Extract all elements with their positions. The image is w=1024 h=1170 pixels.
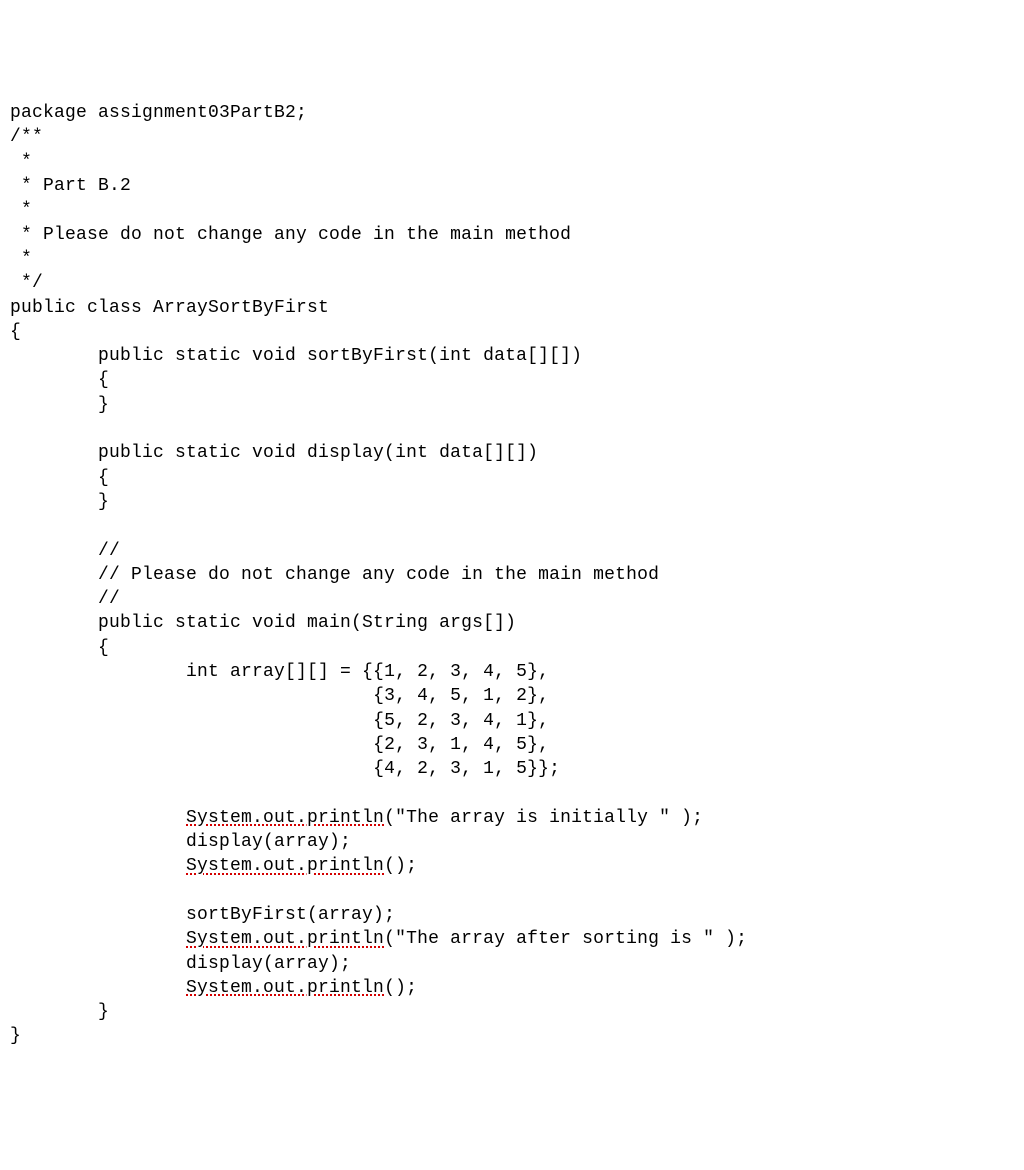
code-line: } (10, 1024, 1014, 1048)
code-line: * (10, 198, 1014, 222)
code-segment: public static void sortByFirst(int data[… (98, 346, 582, 366)
code-segment: /** (10, 127, 43, 147)
code-line: System.out.println("The array is initial… (10, 806, 1014, 830)
code-segment: * (10, 249, 32, 269)
code-segment: { (98, 638, 109, 658)
code-segment: System.out.println (186, 978, 384, 998)
code-line: * Part B.2 (10, 174, 1014, 198)
code-line (10, 782, 1014, 806)
code-segment: */ (10, 273, 43, 293)
code-segment: ("The array after sorting is " ); (384, 929, 747, 949)
code-segment: public static void display(int data[][]) (98, 443, 538, 463)
code-line (10, 879, 1014, 903)
code-line: display(array); (10, 830, 1014, 854)
code-line: System.out.println(); (10, 976, 1014, 1000)
code-segment: } (98, 395, 109, 415)
code-segment: (); (384, 978, 417, 998)
code-line: {2, 3, 1, 4, 5}, (10, 733, 1014, 757)
code-segment: * (10, 152, 32, 172)
code-line: /** (10, 125, 1014, 149)
code-segment: display(array); (186, 954, 351, 974)
code-segment: ("The array is initially " ); (384, 808, 703, 828)
code-line: } (10, 1000, 1014, 1024)
code-line: package assignment03PartB2; (10, 101, 1014, 125)
code-segment: { (98, 370, 109, 390)
code-line: public static void main(String args[]) (10, 611, 1014, 635)
code-segment: {2, 3, 1, 4, 5}, (373, 735, 549, 755)
code-line (10, 514, 1014, 538)
code-segment: } (98, 492, 109, 512)
code-segment: {3, 4, 5, 1, 2}, (373, 686, 549, 706)
code-line: } (10, 393, 1014, 417)
code-segment: int array[][] = {{1, 2, 3, 4, 5}, (186, 662, 549, 682)
code-segment: System.out.println (186, 929, 384, 949)
code-segment: package assignment03PartB2; (10, 103, 307, 123)
code-line: * (10, 247, 1014, 271)
code-segment: // Please do not change any code in the … (98, 565, 659, 585)
code-segment: public class ArraySortByFirst (10, 298, 329, 318)
code-line: int array[][] = {{1, 2, 3, 4, 5}, (10, 660, 1014, 684)
code-line: // (10, 587, 1014, 611)
code-line (10, 417, 1014, 441)
code-line: * (10, 150, 1014, 174)
code-line: sortByFirst(array); (10, 903, 1014, 927)
code-segment: { (98, 468, 109, 488)
code-segment: // (98, 589, 120, 609)
code-segment: * Please do not change any code in the m… (10, 225, 571, 245)
code-segment: } (10, 1026, 21, 1046)
code-segment: System.out.println (186, 856, 384, 876)
code-line: * Please do not change any code in the m… (10, 223, 1014, 247)
code-line: {4, 2, 3, 1, 5}}; (10, 757, 1014, 781)
code-line: {5, 2, 3, 4, 1}, (10, 709, 1014, 733)
code-segment: sortByFirst(array); (186, 905, 395, 925)
code-segment: } (98, 1002, 109, 1022)
code-segment: display(array); (186, 832, 351, 852)
code-line: // (10, 539, 1014, 563)
code-line: { (10, 368, 1014, 392)
code-segment: {5, 2, 3, 4, 1}, (373, 711, 549, 731)
code-segment: * Part B.2 (10, 176, 131, 196)
code-line: } (10, 490, 1014, 514)
code-line: // Please do not change any code in the … (10, 563, 1014, 587)
code-segment: (); (384, 856, 417, 876)
code-line: { (10, 466, 1014, 490)
code-line: display(array); (10, 952, 1014, 976)
code-line: { (10, 320, 1014, 344)
code-segment: * (10, 200, 32, 220)
code-line: { (10, 636, 1014, 660)
code-line: {3, 4, 5, 1, 2}, (10, 684, 1014, 708)
code-block: package assignment03PartB2; /** * * Part … (10, 101, 1014, 1049)
code-segment: System.out.println (186, 808, 384, 828)
code-segment: public static void main(String args[]) (98, 613, 516, 633)
code-line: public class ArraySortByFirst (10, 296, 1014, 320)
code-segment: { (10, 322, 21, 342)
code-line: System.out.println("The array after sort… (10, 927, 1014, 951)
code-line: public static void sortByFirst(int data[… (10, 344, 1014, 368)
code-segment: // (98, 541, 120, 561)
code-line: System.out.println(); (10, 854, 1014, 878)
code-line: */ (10, 271, 1014, 295)
code-line: public static void display(int data[][]) (10, 441, 1014, 465)
code-segment: {4, 2, 3, 1, 5}}; (373, 759, 560, 779)
